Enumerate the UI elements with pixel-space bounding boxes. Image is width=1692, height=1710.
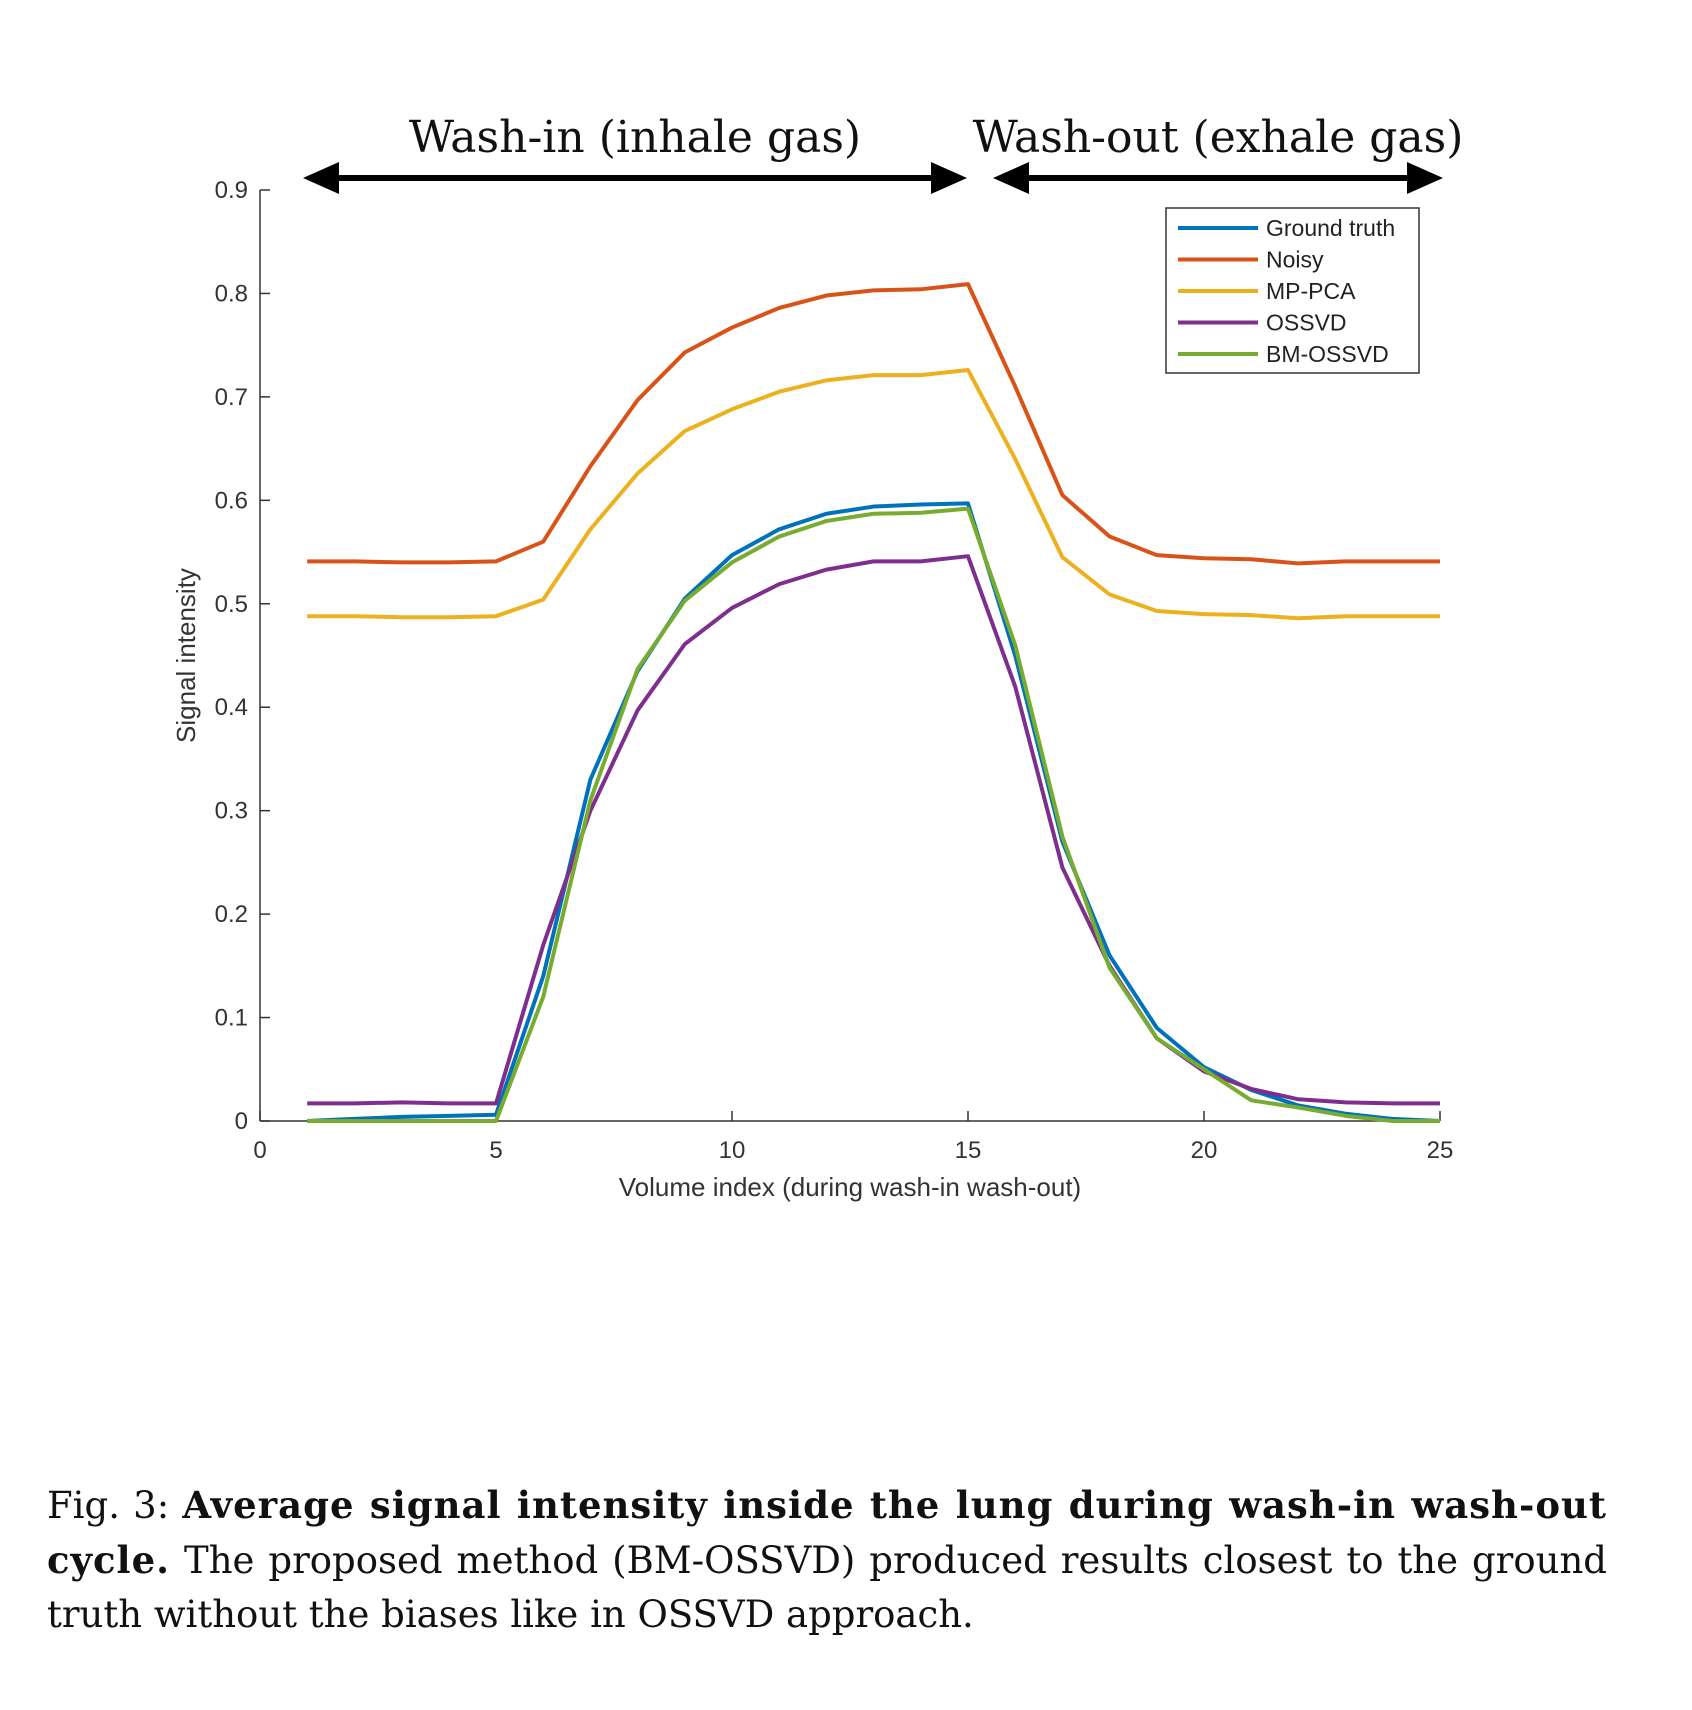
annotation-label: Wash-in (inhale gas) bbox=[409, 112, 861, 163]
y-tick-label: 0.4 bbox=[215, 694, 248, 721]
caption-label: Fig. 3: bbox=[47, 1484, 170, 1527]
arrow-left-icon bbox=[303, 162, 339, 194]
series-line-ground-truth bbox=[307, 501, 1441, 1123]
y-tick-label: 0.7 bbox=[215, 384, 248, 411]
y-tick-label: 0.5 bbox=[215, 591, 248, 618]
y-tick-label: 0 bbox=[235, 1108, 248, 1135]
legend-label: BM-OSSVD bbox=[1266, 341, 1389, 367]
x-tick-label: 25 bbox=[1427, 1137, 1454, 1164]
series-line-noisy bbox=[307, 282, 1440, 566]
y-tick-label: 0.8 bbox=[215, 280, 248, 307]
legend-label: OSSVD bbox=[1266, 310, 1347, 336]
y-tick-label: 0.3 bbox=[215, 798, 248, 825]
legend-label: Noisy bbox=[1266, 247, 1324, 273]
caption-text: The proposed method (BM-OSSVD) produced … bbox=[47, 1539, 1607, 1636]
figure-caption: Fig. 3: Average signal intensity inside … bbox=[47, 1478, 1607, 1642]
line-chart: 0 5 10 15 20 25 0 0.1 0.2 0.3 0.4 0.5 0.6 0.7 0.8 0.9 Vo… bbox=[171, 112, 1464, 1202]
x-tick-label: 0 bbox=[253, 1137, 266, 1164]
y-tick-label: 0.9 bbox=[215, 177, 248, 204]
x-tick-label: 15 bbox=[955, 1137, 982, 1164]
arrow-right-icon bbox=[1407, 162, 1443, 194]
y-axis-label: Signal intensity bbox=[171, 568, 201, 743]
series-line-mp-pca bbox=[307, 367, 1440, 621]
arrow-left-icon bbox=[993, 162, 1029, 194]
series-line-ossvd bbox=[307, 554, 1440, 1106]
y-tick-label: 0.6 bbox=[215, 487, 248, 514]
arrow-right-icon bbox=[931, 162, 967, 194]
y-tick-label: 0.1 bbox=[215, 1005, 248, 1032]
x-tick-label: 5 bbox=[489, 1137, 502, 1164]
caption-bold: Average signal intensity inside the lung… bbox=[47, 1483, 1607, 1582]
y-tick-label: 0.2 bbox=[215, 901, 248, 928]
series-line-bm-ossvd bbox=[307, 506, 1440, 1123]
legend-label: MP-PCA bbox=[1266, 278, 1356, 304]
x-axis-label: Volume index (during wash-in wash-out) bbox=[619, 1172, 1081, 1202]
annotation-label: Wash-out (exhale gas) bbox=[973, 112, 1464, 163]
legend-label: Ground truth bbox=[1266, 215, 1395, 241]
x-tick-label: 20 bbox=[1191, 1137, 1218, 1164]
x-tick-label: 10 bbox=[719, 1137, 746, 1164]
